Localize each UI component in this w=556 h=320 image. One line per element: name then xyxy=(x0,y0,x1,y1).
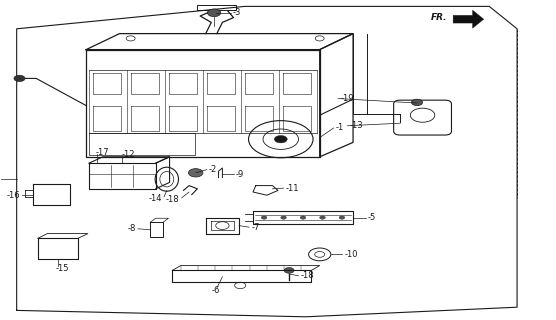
Circle shape xyxy=(339,216,345,219)
Text: -8: -8 xyxy=(127,224,136,233)
Text: -19: -19 xyxy=(340,94,354,103)
Circle shape xyxy=(261,216,267,219)
Circle shape xyxy=(14,75,25,82)
Text: -5: -5 xyxy=(368,213,376,222)
Text: -7: -7 xyxy=(251,223,260,232)
Text: -15: -15 xyxy=(56,264,69,273)
Circle shape xyxy=(281,216,286,219)
Text: -1: -1 xyxy=(336,124,344,132)
Text: -17: -17 xyxy=(96,148,110,157)
Text: -2: -2 xyxy=(209,165,217,174)
Circle shape xyxy=(188,169,203,177)
Text: -11: -11 xyxy=(286,184,299,193)
Circle shape xyxy=(274,135,287,143)
Circle shape xyxy=(207,9,221,17)
Text: -13: -13 xyxy=(350,121,364,130)
Text: -10: -10 xyxy=(345,250,358,259)
Text: -9: -9 xyxy=(236,170,244,179)
Text: -18: -18 xyxy=(166,195,180,204)
Circle shape xyxy=(284,268,294,273)
Text: -3: -3 xyxy=(233,8,241,17)
Text: -14: -14 xyxy=(148,194,162,203)
Text: -12: -12 xyxy=(121,150,135,159)
Text: -18: -18 xyxy=(301,271,315,280)
Text: -16: -16 xyxy=(6,191,20,200)
Circle shape xyxy=(411,99,423,106)
Circle shape xyxy=(320,216,325,219)
Text: -6: -6 xyxy=(211,286,220,295)
Text: FR.: FR. xyxy=(431,13,448,22)
Polygon shape xyxy=(453,10,484,28)
Circle shape xyxy=(300,216,306,219)
